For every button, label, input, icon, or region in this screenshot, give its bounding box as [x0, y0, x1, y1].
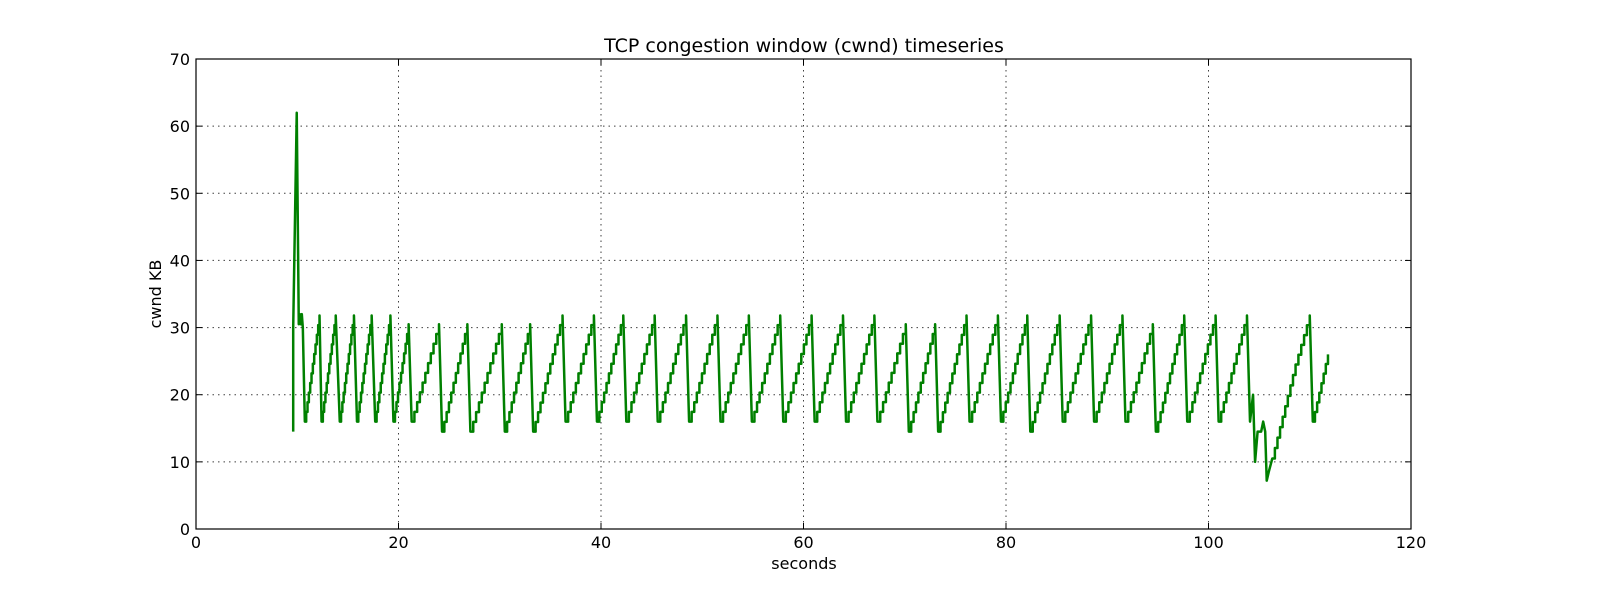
x-tick-label: 100: [1193, 533, 1224, 552]
y-tick-label: 10: [170, 453, 190, 472]
chart-title: TCP congestion window (cwnd) timeseries: [603, 35, 1004, 57]
x-tick-label: 120: [1396, 533, 1427, 552]
y-axis-label: cwnd KB: [146, 260, 165, 329]
x-tick-label: 60: [793, 533, 813, 552]
x-tick-label: 20: [388, 533, 408, 552]
x-axis-label: seconds: [771, 554, 836, 573]
y-tick-label: 20: [170, 386, 190, 405]
x-tick-label: 0: [191, 533, 201, 552]
y-tick-label: 50: [170, 184, 190, 203]
y-tick-label: 40: [170, 251, 190, 270]
x-tick-label: 40: [591, 533, 611, 552]
y-tick-label: 30: [170, 319, 190, 338]
x-tick-label: 80: [996, 533, 1016, 552]
y-tick-label: 60: [170, 117, 190, 136]
y-tick-label: 0: [180, 520, 190, 539]
grid: [196, 59, 1411, 529]
cwnd-series-line: [291, 111, 1330, 482]
plot-frame: [195, 58, 1412, 530]
axis-ticks: 0 20 40 60 80 100 120 0 10 20 30 40 50 60 70: [170, 50, 1427, 552]
y-tick-label: 70: [170, 50, 190, 69]
